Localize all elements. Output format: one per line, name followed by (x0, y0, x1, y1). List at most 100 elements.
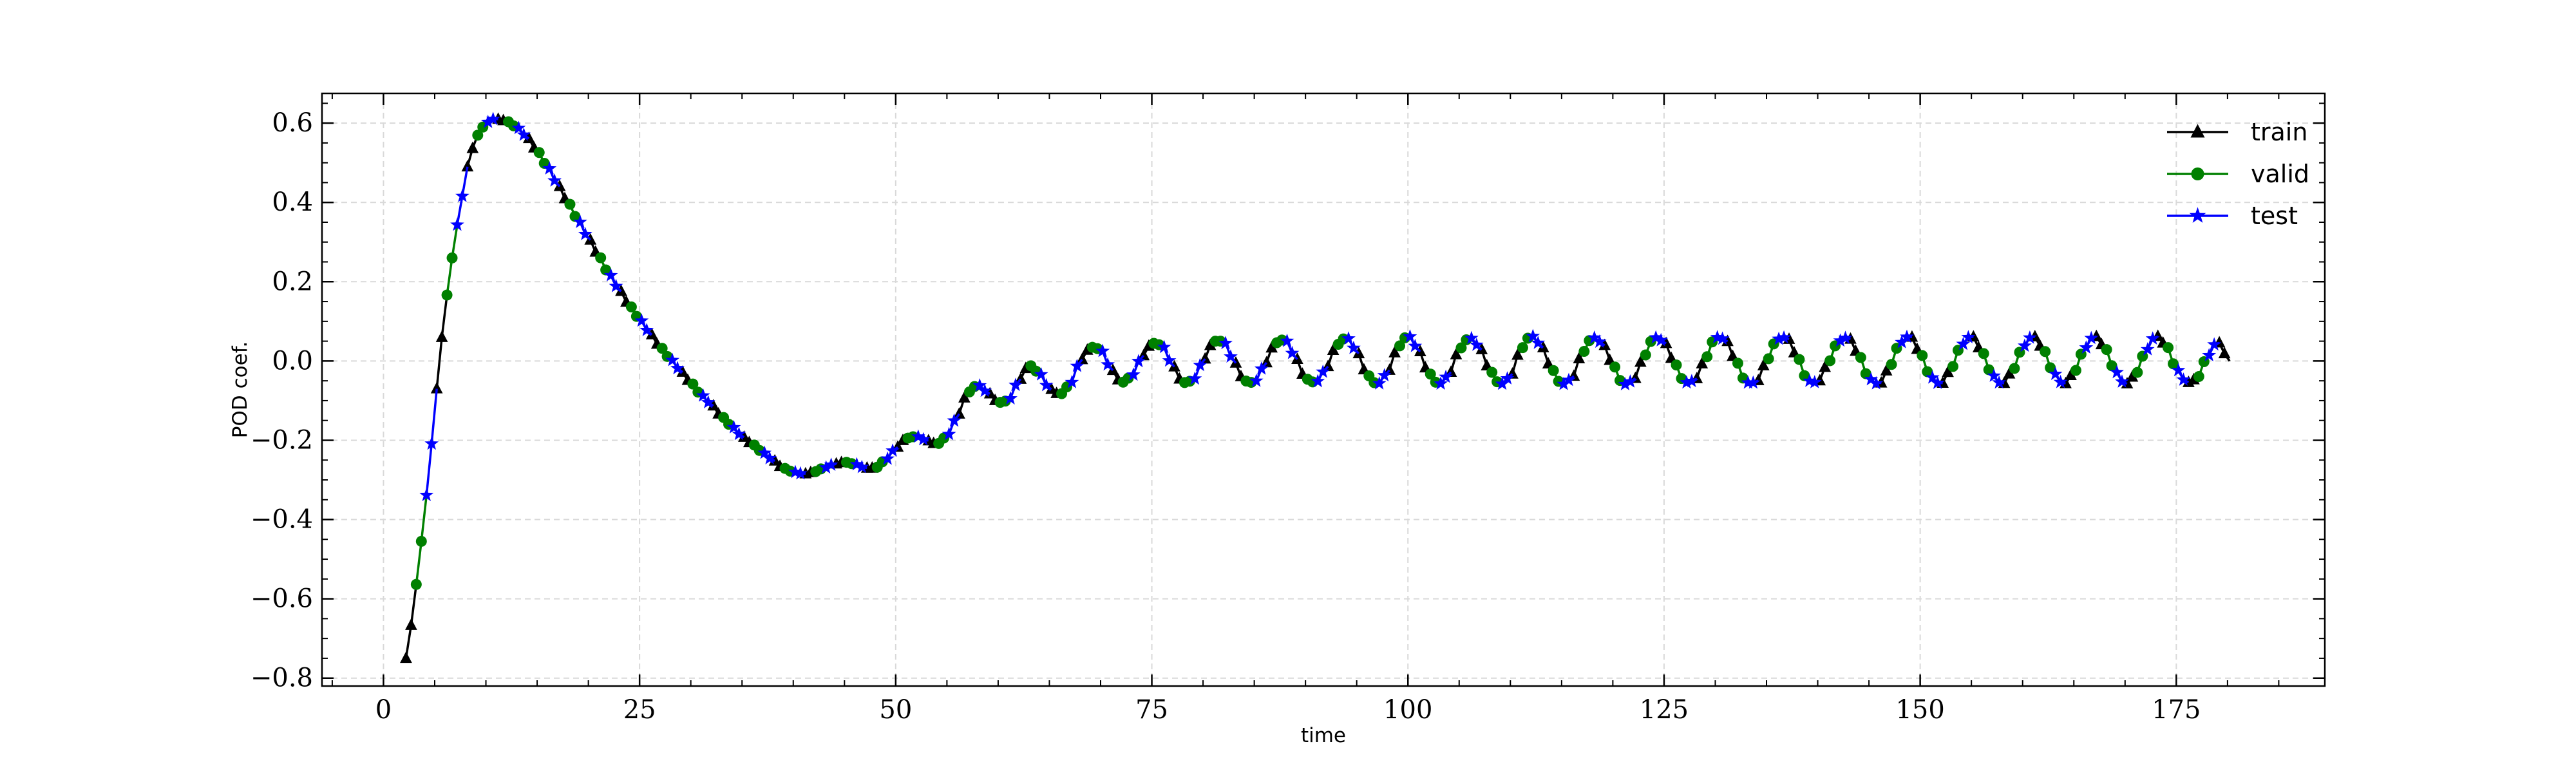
data-point-test (2048, 367, 2063, 380)
y-tick-label: 0.0 (272, 346, 313, 376)
data-point-valid (564, 198, 576, 210)
data-point-valid (1640, 349, 1651, 361)
data-point-train (466, 141, 479, 153)
data-point-valid (1394, 340, 1406, 352)
data-point-train (2218, 347, 2231, 359)
data-point-test (1341, 331, 1356, 345)
data-point-valid (446, 252, 458, 263)
data-point-test (573, 215, 587, 229)
data-point-valid (1486, 367, 1498, 378)
data-point-valid (1947, 361, 1959, 372)
data-point-train (435, 330, 448, 342)
data-point-train (1727, 349, 1739, 361)
data-point-train (1819, 360, 1832, 372)
data-point-test (1930, 376, 1945, 389)
data-point-test (450, 217, 464, 231)
data-point-valid (1855, 352, 1866, 363)
data-point-valid (595, 252, 607, 263)
data-point-valid (1701, 351, 1713, 363)
data-point-train (1634, 355, 1647, 367)
data-point-test (726, 420, 741, 434)
data-point-test (1495, 376, 1510, 390)
data-point-test (1469, 338, 1484, 351)
data-point-test (1654, 332, 1669, 347)
y-tick-label: −0.6 (251, 584, 313, 614)
data-point-test (1095, 343, 1110, 358)
data-point-train (953, 407, 965, 419)
data-point-test (1557, 376, 1571, 390)
data-point-test (516, 127, 531, 141)
data-point-test (2171, 363, 2186, 377)
data-point-test (1685, 374, 1699, 388)
data-point-train (2003, 367, 2016, 379)
legend-item-train: train (2167, 118, 2307, 146)
x-tick-label: 0 (375, 695, 392, 725)
data-point-valid (410, 578, 422, 590)
data-point-test (1592, 334, 1607, 348)
x-axis-label: time (1301, 724, 1346, 747)
data-point-valid (656, 343, 668, 354)
data-point-test (1347, 340, 1361, 354)
data-point-test (1587, 330, 1602, 344)
data-point-test (1987, 368, 2002, 382)
data-point-train (430, 381, 443, 394)
data-point-test (1562, 372, 1576, 386)
data-point-valid (2106, 360, 2117, 372)
data-point-valid (2193, 371, 2204, 383)
data-point-test (1162, 353, 1177, 367)
data-point-test (1403, 329, 1417, 343)
y-tick-label: 0.6 (272, 108, 313, 138)
data-point-test (1101, 357, 1115, 371)
data-point-train (1076, 352, 1088, 365)
data-point-test (2110, 365, 2124, 379)
data-point-valid (1860, 368, 1871, 379)
data-point-test (1900, 329, 1914, 343)
data-point-test (1009, 377, 1023, 392)
data-point-test (2084, 330, 2099, 345)
x-tick-label: 75 (1135, 695, 1168, 725)
data-point-valid (1732, 358, 1743, 369)
x-tick-label: 175 (2152, 695, 2201, 725)
data-point-test (2140, 342, 2155, 356)
legend-label-test: test (2251, 202, 2298, 230)
data-point-valid (441, 289, 453, 301)
data-point-test (1864, 372, 1879, 386)
data-point-test (1777, 330, 1791, 344)
data-point-valid (472, 129, 484, 141)
series-test (419, 111, 2222, 501)
data-point-test (2079, 340, 2094, 354)
data-point-test (455, 189, 469, 202)
data-point-test (542, 161, 557, 175)
legend-marker-train (2190, 124, 2205, 138)
legend-item-valid: valid (2167, 160, 2309, 188)
data-point-train (1511, 348, 1524, 360)
data-point-test (1833, 333, 1848, 347)
data-point-test (1741, 375, 1756, 389)
data-point-valid (2045, 362, 2056, 374)
data-point-test (1157, 339, 1171, 354)
data-point-test (947, 413, 961, 427)
data-point-valid (2132, 367, 2143, 378)
data-point-valid (1978, 348, 1989, 359)
plot-series (400, 111, 2231, 663)
data-point-test (1618, 377, 1633, 390)
data-point-test (1408, 338, 1423, 352)
data-point-valid (538, 158, 550, 169)
data-point-test (1316, 364, 1331, 378)
data-point-valid (1917, 350, 1928, 361)
data-point-test (1249, 373, 1264, 387)
data-point-valid (1609, 361, 1621, 373)
x-tick-label: 50 (879, 695, 912, 725)
data-point-test (793, 466, 808, 480)
data-point-test (762, 451, 777, 464)
data-point-test (916, 432, 931, 446)
data-point-test (1126, 367, 1141, 381)
data-point-test (2022, 330, 2037, 344)
data-point-train (1327, 343, 1340, 355)
legend: train valid test (2167, 118, 2309, 230)
data-point-test (1377, 368, 1392, 382)
data-point-valid (2040, 346, 2051, 358)
data-point-test (911, 429, 925, 443)
data-point-train (400, 651, 412, 663)
data-point-valid (1794, 354, 1805, 365)
